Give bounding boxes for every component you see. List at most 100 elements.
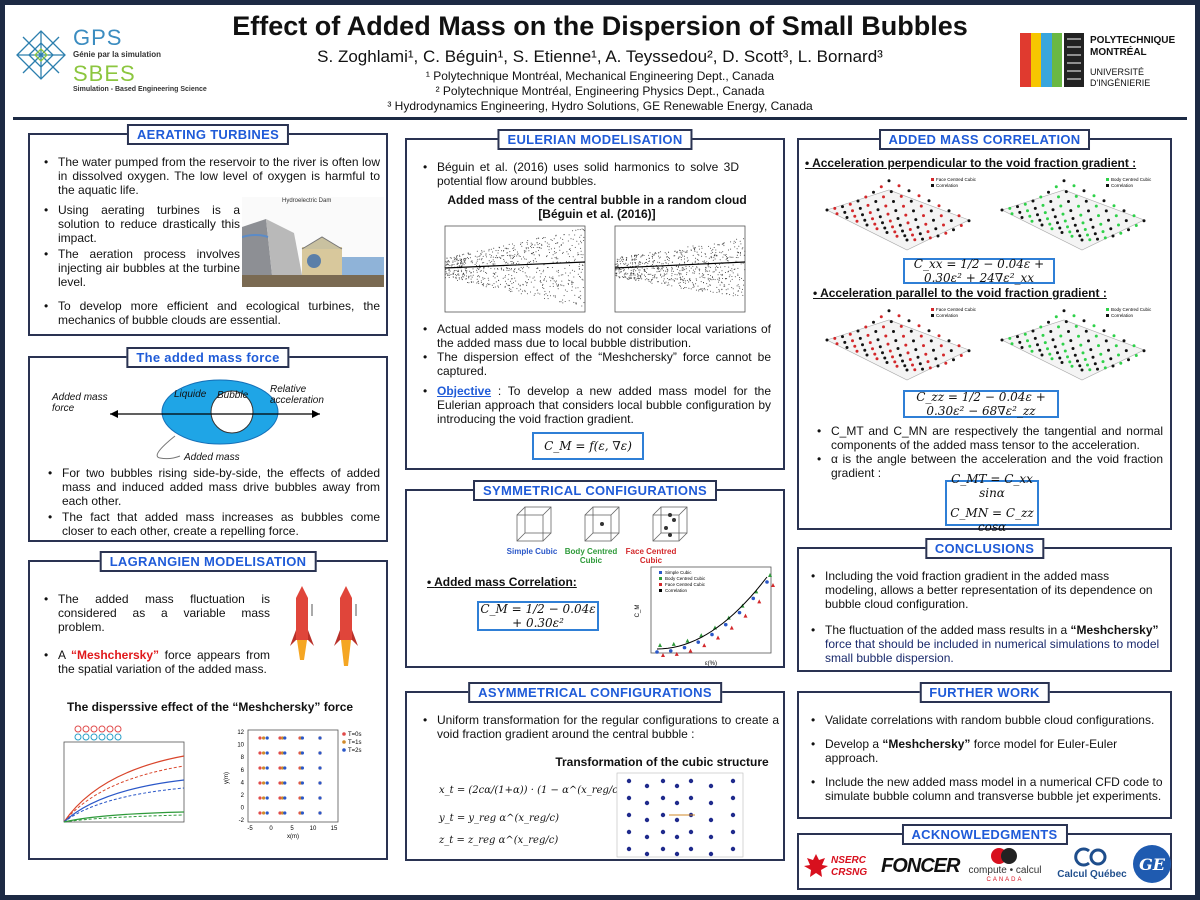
data-point <box>714 253 716 255</box>
data-point <box>693 272 695 274</box>
data-point <box>698 289 700 290</box>
data-point <box>460 263 462 265</box>
data-point <box>548 249 550 251</box>
data-point <box>1117 223 1120 227</box>
data-point <box>674 273 676 275</box>
data-point <box>721 273 723 275</box>
data-point <box>1049 330 1053 333</box>
data-point <box>456 255 457 257</box>
data-point <box>1033 336 1037 340</box>
data-point <box>510 254 512 256</box>
data-point <box>542 271 544 273</box>
data-point <box>533 286 535 288</box>
data-point <box>540 247 542 249</box>
data-point <box>645 270 646 272</box>
cube-icons <box>516 506 688 542</box>
data-point <box>568 249 570 250</box>
data-point <box>509 280 511 282</box>
data-point <box>464 258 465 259</box>
data-point <box>681 267 683 268</box>
dam-figure: Hydroelectric Dam <box>241 197 384 287</box>
figure-caption: The disperssive effect of the “Meshchers… <box>66 700 354 714</box>
data-point <box>851 209 854 213</box>
bullet: C_MT and C_MN are respectively the tange… <box>813 424 1163 452</box>
data-point <box>768 573 772 577</box>
data-point <box>685 266 687 268</box>
data-point <box>626 812 632 818</box>
data-point <box>549 276 551 278</box>
legend-marker <box>342 732 346 736</box>
data-point <box>486 284 488 286</box>
data-point <box>580 254 582 256</box>
data-point <box>679 284 681 286</box>
data-point <box>927 199 931 203</box>
data-point <box>577 273 579 275</box>
data-point <box>1132 214 1136 218</box>
data-point <box>639 269 641 271</box>
data-point <box>1068 360 1072 364</box>
data-point <box>526 265 528 267</box>
data-point <box>446 264 448 266</box>
data-point <box>1109 227 1113 231</box>
data-point <box>524 258 526 260</box>
data-point <box>1087 209 1090 213</box>
canada-text: CANADA <box>986 877 1024 883</box>
data-point <box>1112 334 1116 338</box>
data-point <box>638 263 640 265</box>
data-point <box>459 259 461 261</box>
data-point <box>456 263 458 265</box>
data-point <box>936 234 940 238</box>
data-point <box>663 273 665 275</box>
data-point <box>1088 238 1092 242</box>
data-point <box>708 266 710 268</box>
data-point <box>1067 330 1070 333</box>
data-point <box>554 252 556 254</box>
data-point <box>537 244 539 246</box>
data-point <box>659 256 661 258</box>
data-point <box>911 233 914 237</box>
data-point <box>265 811 269 815</box>
data-point <box>1076 359 1079 363</box>
data-point <box>663 270 664 272</box>
data-point <box>1047 320 1050 324</box>
data-point <box>863 348 867 352</box>
data-point <box>757 599 762 604</box>
data-point <box>644 262 646 264</box>
data-point <box>455 278 457 280</box>
bullet: Uniform transformation for the regular c… <box>419 713 779 741</box>
data-point <box>655 253 657 255</box>
data-point <box>1074 194 1078 198</box>
data-point <box>519 285 521 287</box>
x-tick-label: 10 <box>310 826 317 832</box>
data-point <box>646 261 648 263</box>
data-point <box>703 261 705 263</box>
data-point <box>554 247 556 249</box>
data-point <box>686 273 687 275</box>
data-point <box>949 349 953 353</box>
data-point <box>952 358 955 362</box>
fit-line <box>614 261 746 269</box>
data-point <box>698 273 700 275</box>
data-point <box>616 273 617 275</box>
data-point <box>657 252 659 254</box>
data-point <box>647 262 649 264</box>
data-point <box>683 278 685 280</box>
section-title: FURTHER WORK <box>919 682 1050 703</box>
data-point <box>468 282 470 284</box>
curve-green-solid <box>63 811 185 823</box>
data-point <box>518 263 520 265</box>
bullet: Using aerating turbines is a solution to… <box>40 203 240 245</box>
data-point <box>671 267 673 269</box>
data-point <box>719 284 721 286</box>
data-point <box>633 259 635 261</box>
data-point <box>615 272 617 274</box>
data-point <box>708 245 710 247</box>
section-title: AERATING TURBINES <box>126 124 290 145</box>
data-point <box>688 829 694 835</box>
data-point <box>582 287 584 288</box>
data-point <box>720 266 722 268</box>
data-point <box>835 212 839 216</box>
data-point <box>632 269 634 271</box>
data-point <box>646 278 648 280</box>
data-point <box>1077 204 1080 208</box>
